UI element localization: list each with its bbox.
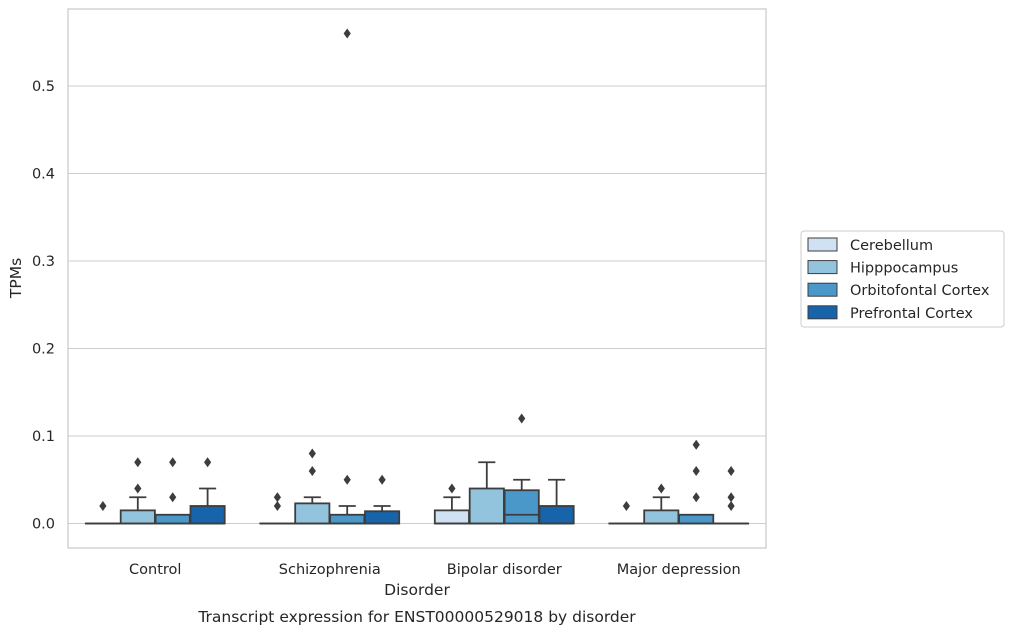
box [503, 489, 540, 525]
outlier-point [448, 483, 456, 494]
outlier-point [343, 28, 351, 39]
outlier-point [727, 501, 735, 511]
outlier-point [204, 457, 212, 468]
outlier-point [378, 474, 386, 485]
outlier-point [692, 439, 700, 450]
box [294, 502, 331, 525]
series-cerebellum [84, 483, 645, 525]
y-tick-label: 0.0 [32, 517, 55, 533]
legend-swatch [807, 260, 838, 275]
x-tick-label: Bipolar disorder [447, 562, 562, 578]
outlier-point [134, 457, 142, 468]
x-tick-label: Control [129, 562, 181, 578]
legend-swatch [807, 282, 838, 297]
legend-swatch [807, 237, 838, 252]
outlier-point [692, 466, 700, 476]
plot-frame [67, 8, 767, 549]
legend-swatch [807, 305, 838, 320]
outlier-point [727, 466, 735, 476]
legend-entry: Prefrontal Cortex [850, 306, 973, 322]
y-tick-labels: 0.0 0.1 0.2 0.3 0.4 0.5 [32, 79, 55, 533]
x-tick-labels: Control Schizophrenia Bipolar disorder Majo… [129, 562, 741, 578]
y-tick-label: 0.3 [32, 254, 55, 270]
legend: Cerebellum Hipppocampus Orbitofontal Corte… [800, 230, 1005, 328]
series-orbitofontal-cortex [154, 28, 715, 525]
y-tick-label: 0.4 [32, 167, 55, 183]
box-series [84, 28, 750, 525]
legend-entry: Cerebellum [850, 238, 933, 254]
legend-frame [800, 230, 1005, 328]
box [643, 509, 680, 525]
box [364, 510, 401, 525]
box [468, 487, 505, 525]
x-tick-label: Major depression [617, 562, 741, 578]
box [154, 513, 191, 525]
y-tick-label: 0.2 [32, 342, 55, 358]
outlier-point [273, 492, 281, 503]
box [433, 509, 470, 525]
box [538, 505, 575, 525]
box [329, 513, 366, 525]
outlier-point [308, 466, 316, 476]
y-axis-label: TPMs [7, 258, 25, 299]
x-axis-label: Disorder [384, 581, 450, 599]
legend-entry: Hipppocampus [850, 261, 958, 277]
outlier-point [692, 492, 700, 503]
outlier-point [622, 501, 630, 511]
series-prefrontal-cortex [189, 457, 750, 525]
box [119, 509, 156, 525]
outlier-point [657, 483, 665, 494]
box [678, 513, 715, 525]
outlier-point [134, 483, 142, 494]
outlier-point [99, 501, 107, 511]
chart-caption: Transcript expression for ENST0000052901… [197, 608, 636, 626]
outlier-point [169, 457, 177, 468]
box [189, 505, 226, 525]
outlier-point [343, 474, 351, 485]
outlier-point [273, 501, 281, 511]
series-hipppocampus [119, 448, 680, 525]
outlier-point [169, 492, 177, 503]
outlier-point [308, 448, 316, 459]
legend-entry: Orbitofontal Cortex [850, 283, 990, 299]
outlier-point [518, 413, 526, 424]
y-tick-label: 0.5 [32, 79, 55, 95]
y-tick-label: 0.1 [32, 429, 55, 445]
outlier-point [727, 492, 735, 503]
x-tick-label: Schizophrenia [279, 562, 381, 578]
